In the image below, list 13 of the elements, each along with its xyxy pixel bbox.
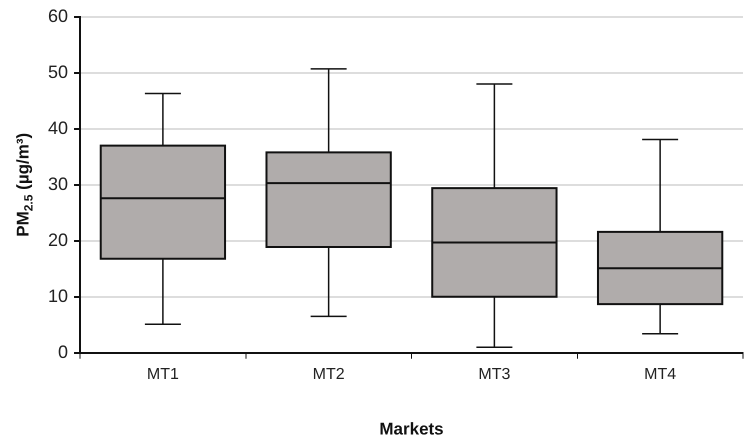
x-axis-title: Markets: [379, 420, 444, 439]
x-tick-label: MT2: [312, 366, 345, 383]
x-tick-label: MT4: [644, 366, 676, 383]
y-tick-label: 60: [48, 6, 68, 26]
x-tick-label: MT3: [478, 366, 510, 383]
y-tick-label: 0: [58, 342, 68, 362]
y-tick-label: 40: [48, 118, 68, 138]
y-tick-label: 50: [48, 62, 68, 82]
y-axis-title: PM2.5 (µg/m³): [14, 132, 36, 237]
x-tick-label: MT1: [146, 366, 179, 383]
y-tick-label: 20: [48, 230, 68, 250]
y-tick-label: 10: [48, 286, 68, 306]
y-tick-label: 30: [48, 174, 68, 194]
